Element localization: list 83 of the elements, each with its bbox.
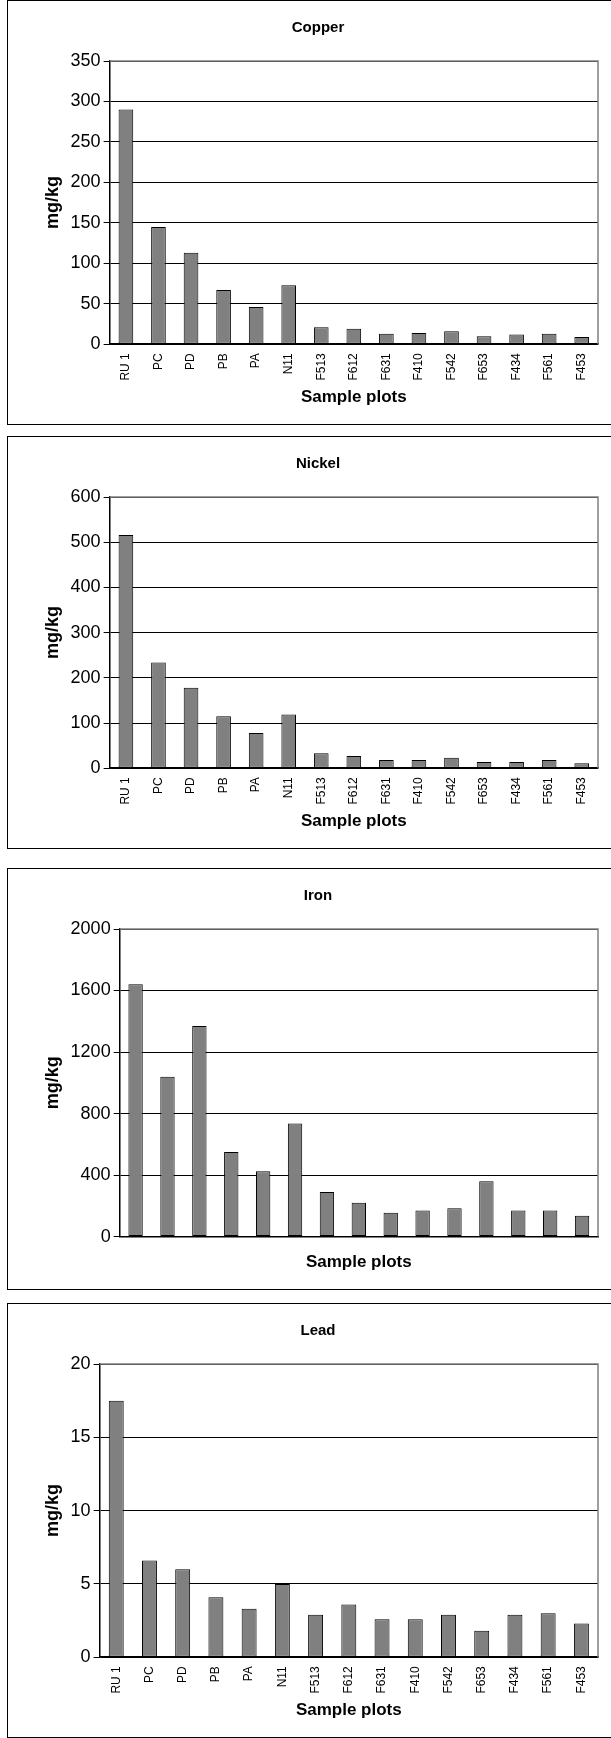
y-tick-label: 350 — [70, 49, 101, 70]
y-axis-title: mg/kg — [41, 1056, 62, 1110]
y-tick-label: 1600 — [70, 979, 111, 1000]
x-tick-label: PB — [208, 1666, 223, 1683]
y-tick-label: 100 — [70, 252, 101, 273]
x-tick-label: F542 — [443, 776, 458, 805]
y-tick-label: 400 — [80, 1164, 111, 1185]
x-tick-label: F410 — [411, 776, 426, 805]
y-tick-label: 0 — [90, 757, 101, 778]
y-tick-label: 250 — [70, 130, 101, 151]
y-tick-label: 600 — [70, 485, 101, 506]
y-tick-label: 300 — [70, 90, 101, 111]
y-tick-label: 800 — [80, 1102, 111, 1123]
x-tick-label: F561 — [541, 352, 556, 381]
x-tick-label: RU 1 — [118, 352, 133, 381]
x-tick-label: F612 — [346, 776, 361, 805]
x-tick-label: PB — [215, 777, 230, 794]
x-tick-label: N11 — [274, 1665, 289, 1688]
x-tick-label: F612 — [346, 352, 361, 381]
x-tick-label: F453 — [573, 1665, 588, 1694]
chart-title: Lead — [300, 1321, 336, 1339]
x-tick-label: N11 — [281, 352, 296, 375]
x-tick-label: PC — [141, 1665, 156, 1683]
x-tick-label: F434 — [508, 352, 523, 381]
x-tick-label: F513 — [313, 352, 328, 381]
x-tick-label: F434 — [507, 1665, 522, 1694]
y-axis-title: mg/kg — [41, 176, 62, 230]
y-tick-label: 500 — [70, 531, 101, 552]
x-tick-label: F653 — [476, 352, 491, 381]
x-tick-label: PA — [241, 1666, 256, 1682]
y-axis-title: mg/kg — [41, 606, 62, 660]
x-tick-label: RU 1 — [118, 776, 133, 805]
y-axis-title: mg/kg — [41, 1484, 62, 1538]
x-tick-label: PC — [150, 352, 165, 370]
y-tick-label: 150 — [70, 211, 101, 232]
x-tick-label: F631 — [378, 776, 393, 805]
x-tick-label: N11 — [281, 776, 296, 799]
chart-title: Nickel — [295, 454, 341, 472]
x-tick-label: PA — [248, 353, 263, 369]
y-tick-label: 200 — [70, 666, 101, 687]
x-tick-label: F542 — [440, 1665, 455, 1694]
x-tick-label: PD — [183, 776, 198, 794]
y-tick-label: 0 — [80, 1646, 91, 1667]
y-tick-label: 0 — [100, 1225, 111, 1246]
y-tick-label: 200 — [70, 171, 101, 192]
y-tick-label: 100 — [70, 712, 101, 733]
x-tick-label: F561 — [541, 776, 556, 805]
x-tick-label: F631 — [374, 1665, 389, 1694]
y-tick-label: 2000 — [70, 917, 111, 938]
x-tick-label: F453 — [574, 776, 589, 805]
x-axis-title: Sample plots — [300, 811, 407, 831]
x-tick-label: F410 — [407, 1665, 422, 1694]
x-axis-title: Sample plots — [305, 1252, 412, 1272]
x-axis-title: Sample plots — [295, 1700, 402, 1720]
y-tick-label: 10 — [70, 1499, 91, 1520]
x-tick-label: RU 1 — [108, 1665, 123, 1694]
x-axis-title: Sample plots — [300, 387, 407, 407]
y-tick-label: 20 — [70, 1352, 91, 1373]
chart-title: Iron — [303, 886, 333, 904]
x-tick-label: PA — [248, 777, 263, 793]
chart-title: Copper — [291, 18, 345, 36]
y-tick-label: 300 — [70, 621, 101, 642]
x-tick-label: PC — [150, 776, 165, 794]
x-tick-label: F653 — [476, 776, 491, 805]
x-tick-label: F631 — [378, 352, 393, 381]
y-tick-label: 5 — [80, 1572, 91, 1593]
y-tick-label: 0 — [90, 333, 101, 354]
y-tick-label: 15 — [70, 1426, 91, 1447]
x-tick-label: PD — [183, 352, 198, 370]
x-tick-label: F653 — [474, 1665, 489, 1694]
x-tick-label: F561 — [540, 1665, 555, 1694]
y-tick-label: 1200 — [70, 1041, 111, 1062]
x-tick-label: PD — [175, 1665, 189, 1683]
x-tick-label: F513 — [313, 776, 328, 805]
x-tick-label: F542 — [443, 352, 458, 381]
x-tick-label: F513 — [307, 1665, 322, 1694]
y-tick-label: 50 — [80, 292, 101, 313]
x-tick-label: PB — [215, 353, 230, 370]
x-tick-label: F410 — [411, 352, 426, 381]
y-tick-label: 400 — [70, 576, 101, 597]
x-tick-label: F434 — [508, 776, 523, 805]
x-tick-label: F612 — [341, 1665, 356, 1694]
x-tick-label: F453 — [574, 352, 589, 381]
